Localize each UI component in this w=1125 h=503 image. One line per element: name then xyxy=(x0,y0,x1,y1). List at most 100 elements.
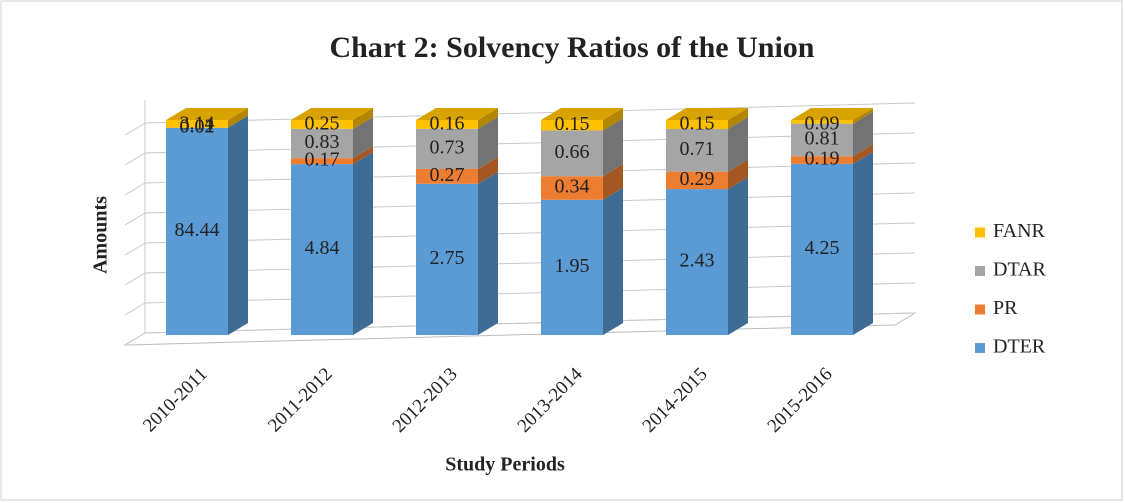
bar-side xyxy=(228,108,248,128)
legend-swatch xyxy=(975,266,985,276)
bar-segment xyxy=(416,120,478,129)
bar-side xyxy=(603,187,623,335)
bar-segment xyxy=(791,156,853,164)
bar-side xyxy=(853,151,873,335)
bar-segment xyxy=(666,129,728,172)
bar-top xyxy=(291,108,373,120)
wall-line xyxy=(124,332,146,346)
data-label: 0.17 xyxy=(305,149,340,171)
data-label: 0.71 xyxy=(680,138,715,160)
bar-side xyxy=(478,108,498,129)
y-axis-title: Amounts xyxy=(90,196,112,274)
bar-segment xyxy=(541,120,603,131)
bar-segment xyxy=(291,128,353,159)
legend-swatch xyxy=(975,227,985,238)
bar-side xyxy=(853,111,873,157)
bar-side xyxy=(228,115,248,128)
chart-title: Chart 2: Solvency Ratios of the Union xyxy=(330,31,815,64)
bar-segment xyxy=(666,189,728,335)
bar-side xyxy=(728,108,748,130)
bar-segment xyxy=(291,158,353,165)
bar-segment xyxy=(541,176,603,200)
bar-segment xyxy=(166,127,228,336)
bar-top xyxy=(166,108,248,120)
wall-line xyxy=(144,102,916,124)
bar-side xyxy=(228,115,248,128)
bar-top xyxy=(541,108,623,120)
legend-swatch xyxy=(975,304,985,315)
legend-label: FANR xyxy=(993,220,1046,242)
wall-line xyxy=(144,132,916,154)
bar-side xyxy=(353,108,373,129)
bar-side xyxy=(603,164,623,200)
legend-label: DTER xyxy=(993,336,1046,358)
bar-segment xyxy=(416,168,478,184)
wall-line xyxy=(144,192,916,214)
bar-side xyxy=(353,152,373,335)
bar-segment xyxy=(541,199,603,335)
bar-side xyxy=(728,159,748,190)
data-label: 0.25 xyxy=(305,113,340,135)
bar-segment xyxy=(791,163,853,335)
data-label: 3.14 xyxy=(180,113,215,135)
bar-side xyxy=(603,118,623,177)
bar-segment xyxy=(666,120,728,130)
bar-segment xyxy=(541,130,603,177)
bar-top xyxy=(416,108,498,120)
wall-line xyxy=(124,182,146,196)
data-label: 84.44 xyxy=(175,219,220,241)
bar-side xyxy=(478,116,498,169)
bar-side xyxy=(353,116,373,159)
bar-side xyxy=(478,156,498,184)
wall-line xyxy=(124,242,146,256)
bar-side xyxy=(353,146,373,165)
bar-side xyxy=(853,108,873,124)
bar-segment xyxy=(416,183,478,335)
wall-line xyxy=(124,152,146,166)
wall-line xyxy=(124,122,146,136)
bar-segment xyxy=(291,120,353,129)
bar-side xyxy=(853,144,873,164)
wall-line xyxy=(124,272,146,286)
wall-line xyxy=(144,162,916,184)
bar-side xyxy=(728,117,748,172)
wall-line xyxy=(124,302,146,316)
data-label: 4.84 xyxy=(305,237,340,259)
data-label: 0.27 xyxy=(430,164,465,186)
bar-side xyxy=(603,108,623,131)
legend-label: PR xyxy=(993,297,1018,319)
bar-top xyxy=(791,108,873,120)
wall-line xyxy=(144,282,916,304)
wall-line xyxy=(144,252,916,274)
bar-segment xyxy=(791,120,853,124)
data-label: 0.19 xyxy=(805,148,840,170)
data-label: 2.43 xyxy=(680,250,715,272)
wall-line xyxy=(124,212,146,226)
bar-side xyxy=(728,177,748,335)
data-label: 0.66 xyxy=(555,141,590,163)
data-label: 0.09 xyxy=(805,113,840,135)
data-label: 2.75 xyxy=(430,247,465,269)
bar-side xyxy=(478,171,498,335)
x-axis-title: Study Periods xyxy=(445,454,565,476)
bar-segment xyxy=(416,128,478,169)
data-label: 0.81 xyxy=(805,128,840,150)
bar-segment xyxy=(166,120,228,128)
data-label: 0.34 xyxy=(555,176,590,198)
data-label: 0.15 xyxy=(680,113,715,135)
bar-segment xyxy=(291,164,353,335)
data-label: 0.73 xyxy=(430,136,465,158)
wall-line xyxy=(144,222,916,244)
bar-top xyxy=(666,108,748,120)
data-label: 0.02 xyxy=(180,115,215,137)
data-label: 0.83 xyxy=(305,131,340,153)
legend-label: DTAR xyxy=(993,259,1047,281)
legend-swatch xyxy=(975,343,985,353)
bar-segment xyxy=(791,123,853,157)
data-label: 0.29 xyxy=(680,168,715,190)
data-label: 0.16 xyxy=(430,113,465,135)
wall-line xyxy=(144,312,916,334)
data-label: 0.01 xyxy=(180,115,215,137)
data-label: 4.25 xyxy=(805,237,840,259)
